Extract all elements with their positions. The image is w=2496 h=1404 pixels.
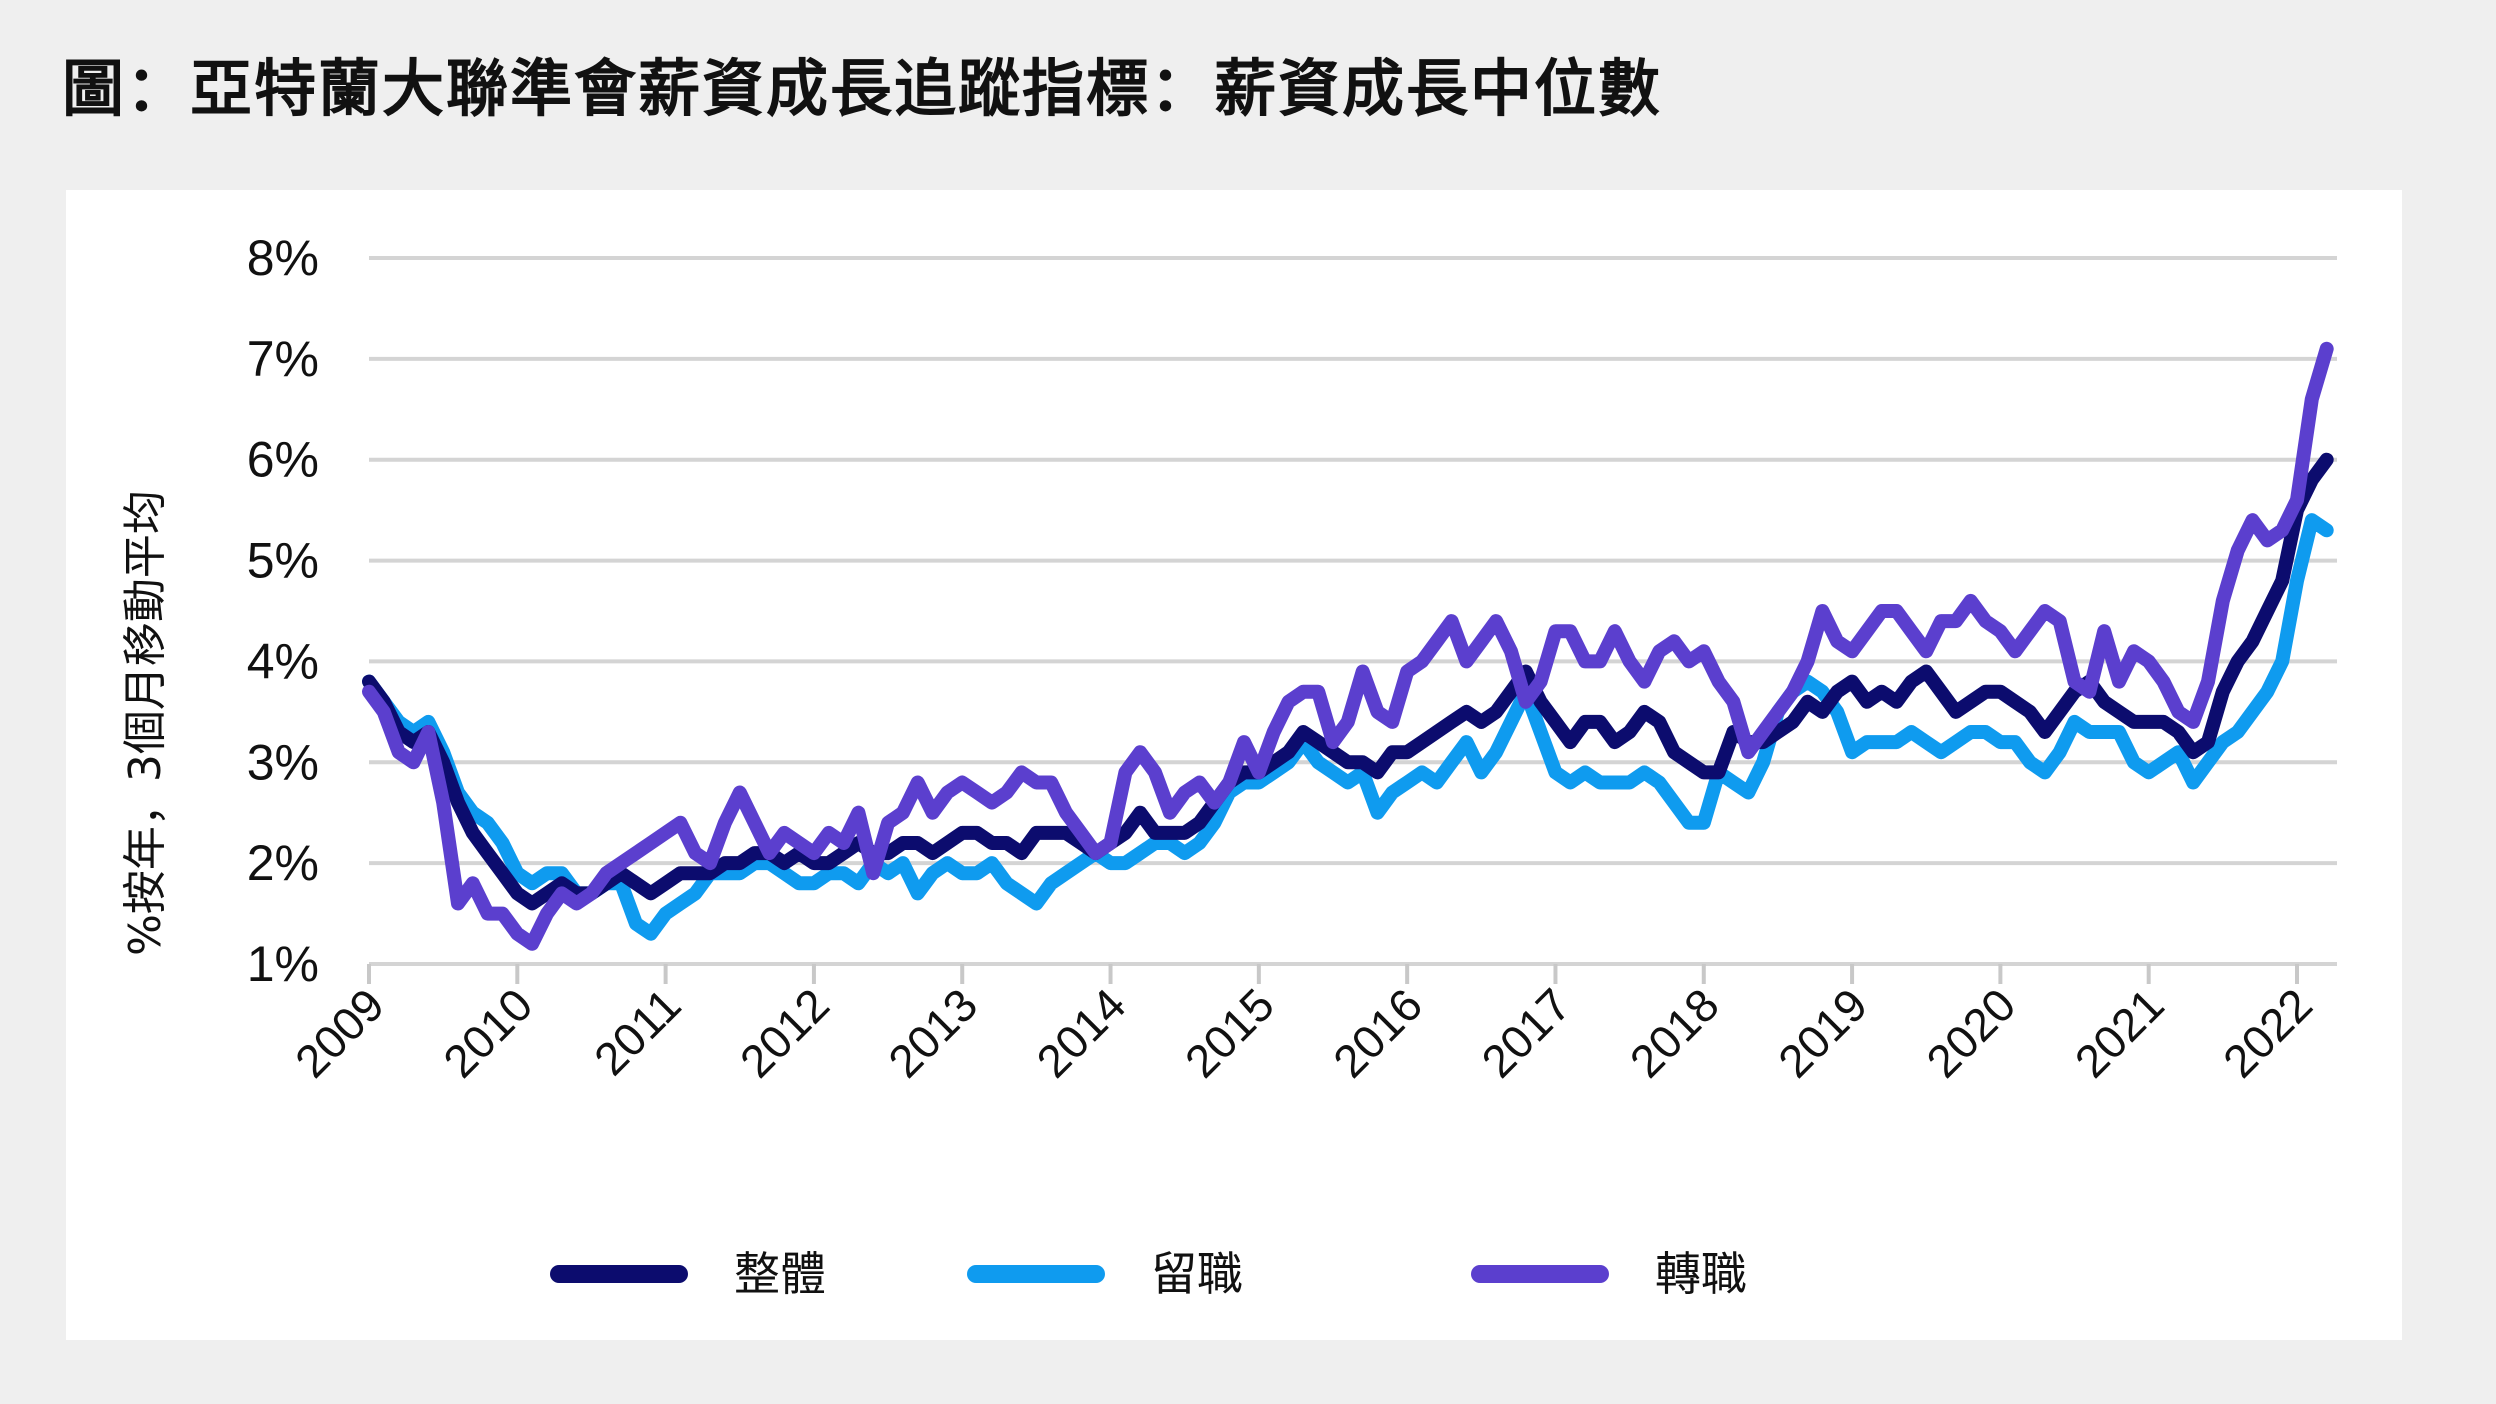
legend-label: 整體 (734, 1247, 826, 1301)
x-tick-label: 2019 (1768, 978, 1877, 1087)
chart-panel: 1% 2% 3% 4% 5% 6% 7% 8% 2009 2010 2011 2012 2013 201… (66, 190, 2402, 1340)
y-tick-label: 3% (247, 734, 319, 790)
y-tick-label: 2% (247, 835, 319, 891)
series-line-2 (362, 513, 2334, 941)
series-line-3 (362, 341, 2334, 951)
y-tick-label: 5% (247, 533, 319, 589)
wage-growth-chart: 1% 2% 3% 4% 5% 6% 7% 8% 2009 2010 2011 2012 2013 201… (120, 230, 2337, 1301)
y-tick-label: 6% (247, 432, 319, 488)
x-tick-label: 2022 (2213, 978, 2322, 1087)
series-line-1 (362, 452, 2334, 911)
x-tick-label: 2009 (285, 978, 394, 1087)
y-axis-label: %按年，3個月移動平均 (120, 490, 171, 956)
series-lines (362, 341, 2334, 951)
x-tick-label: 2012 (730, 978, 839, 1087)
x-tick-label: 2021 (2065, 978, 2174, 1087)
legend-label: 留職 (1151, 1247, 1243, 1301)
y-tick-label: 7% (247, 331, 319, 387)
x-tick-label: 2018 (1620, 978, 1729, 1087)
x-tick-label: 2010 (433, 978, 542, 1087)
y-axis-ticks: 1% 2% 3% 4% 5% 6% 7% 8% (247, 230, 319, 992)
x-tick-label: 2014 (1026, 978, 1135, 1087)
x-tick-label: 2017 (1471, 978, 1580, 1087)
y-tick-label: 4% (247, 633, 319, 689)
x-tick-label: 2016 (1323, 978, 1432, 1087)
legend-label: 轉職 (1655, 1247, 1747, 1301)
legend: 整體 留職 轉職 (550, 1247, 1747, 1301)
x-axis-ticks: 2009 2010 2011 2012 2013 2014 2015 2016 2017 2018… (285, 964, 2322, 1087)
x-tick-label: 2013 (878, 978, 987, 1087)
x-tick-label: 2011 (584, 978, 691, 1085)
x-tick-label: 2020 (1916, 978, 2025, 1087)
y-tick-label: 1% (247, 936, 319, 992)
gridlines (369, 256, 2337, 866)
x-tick-label: 2015 (1175, 978, 1284, 1087)
y-tick-label: 8% (247, 230, 319, 286)
page-title: 圖：亞特蘭大聯準會薪資成長追蹤指標：薪資成長中位數 (62, 52, 1663, 125)
